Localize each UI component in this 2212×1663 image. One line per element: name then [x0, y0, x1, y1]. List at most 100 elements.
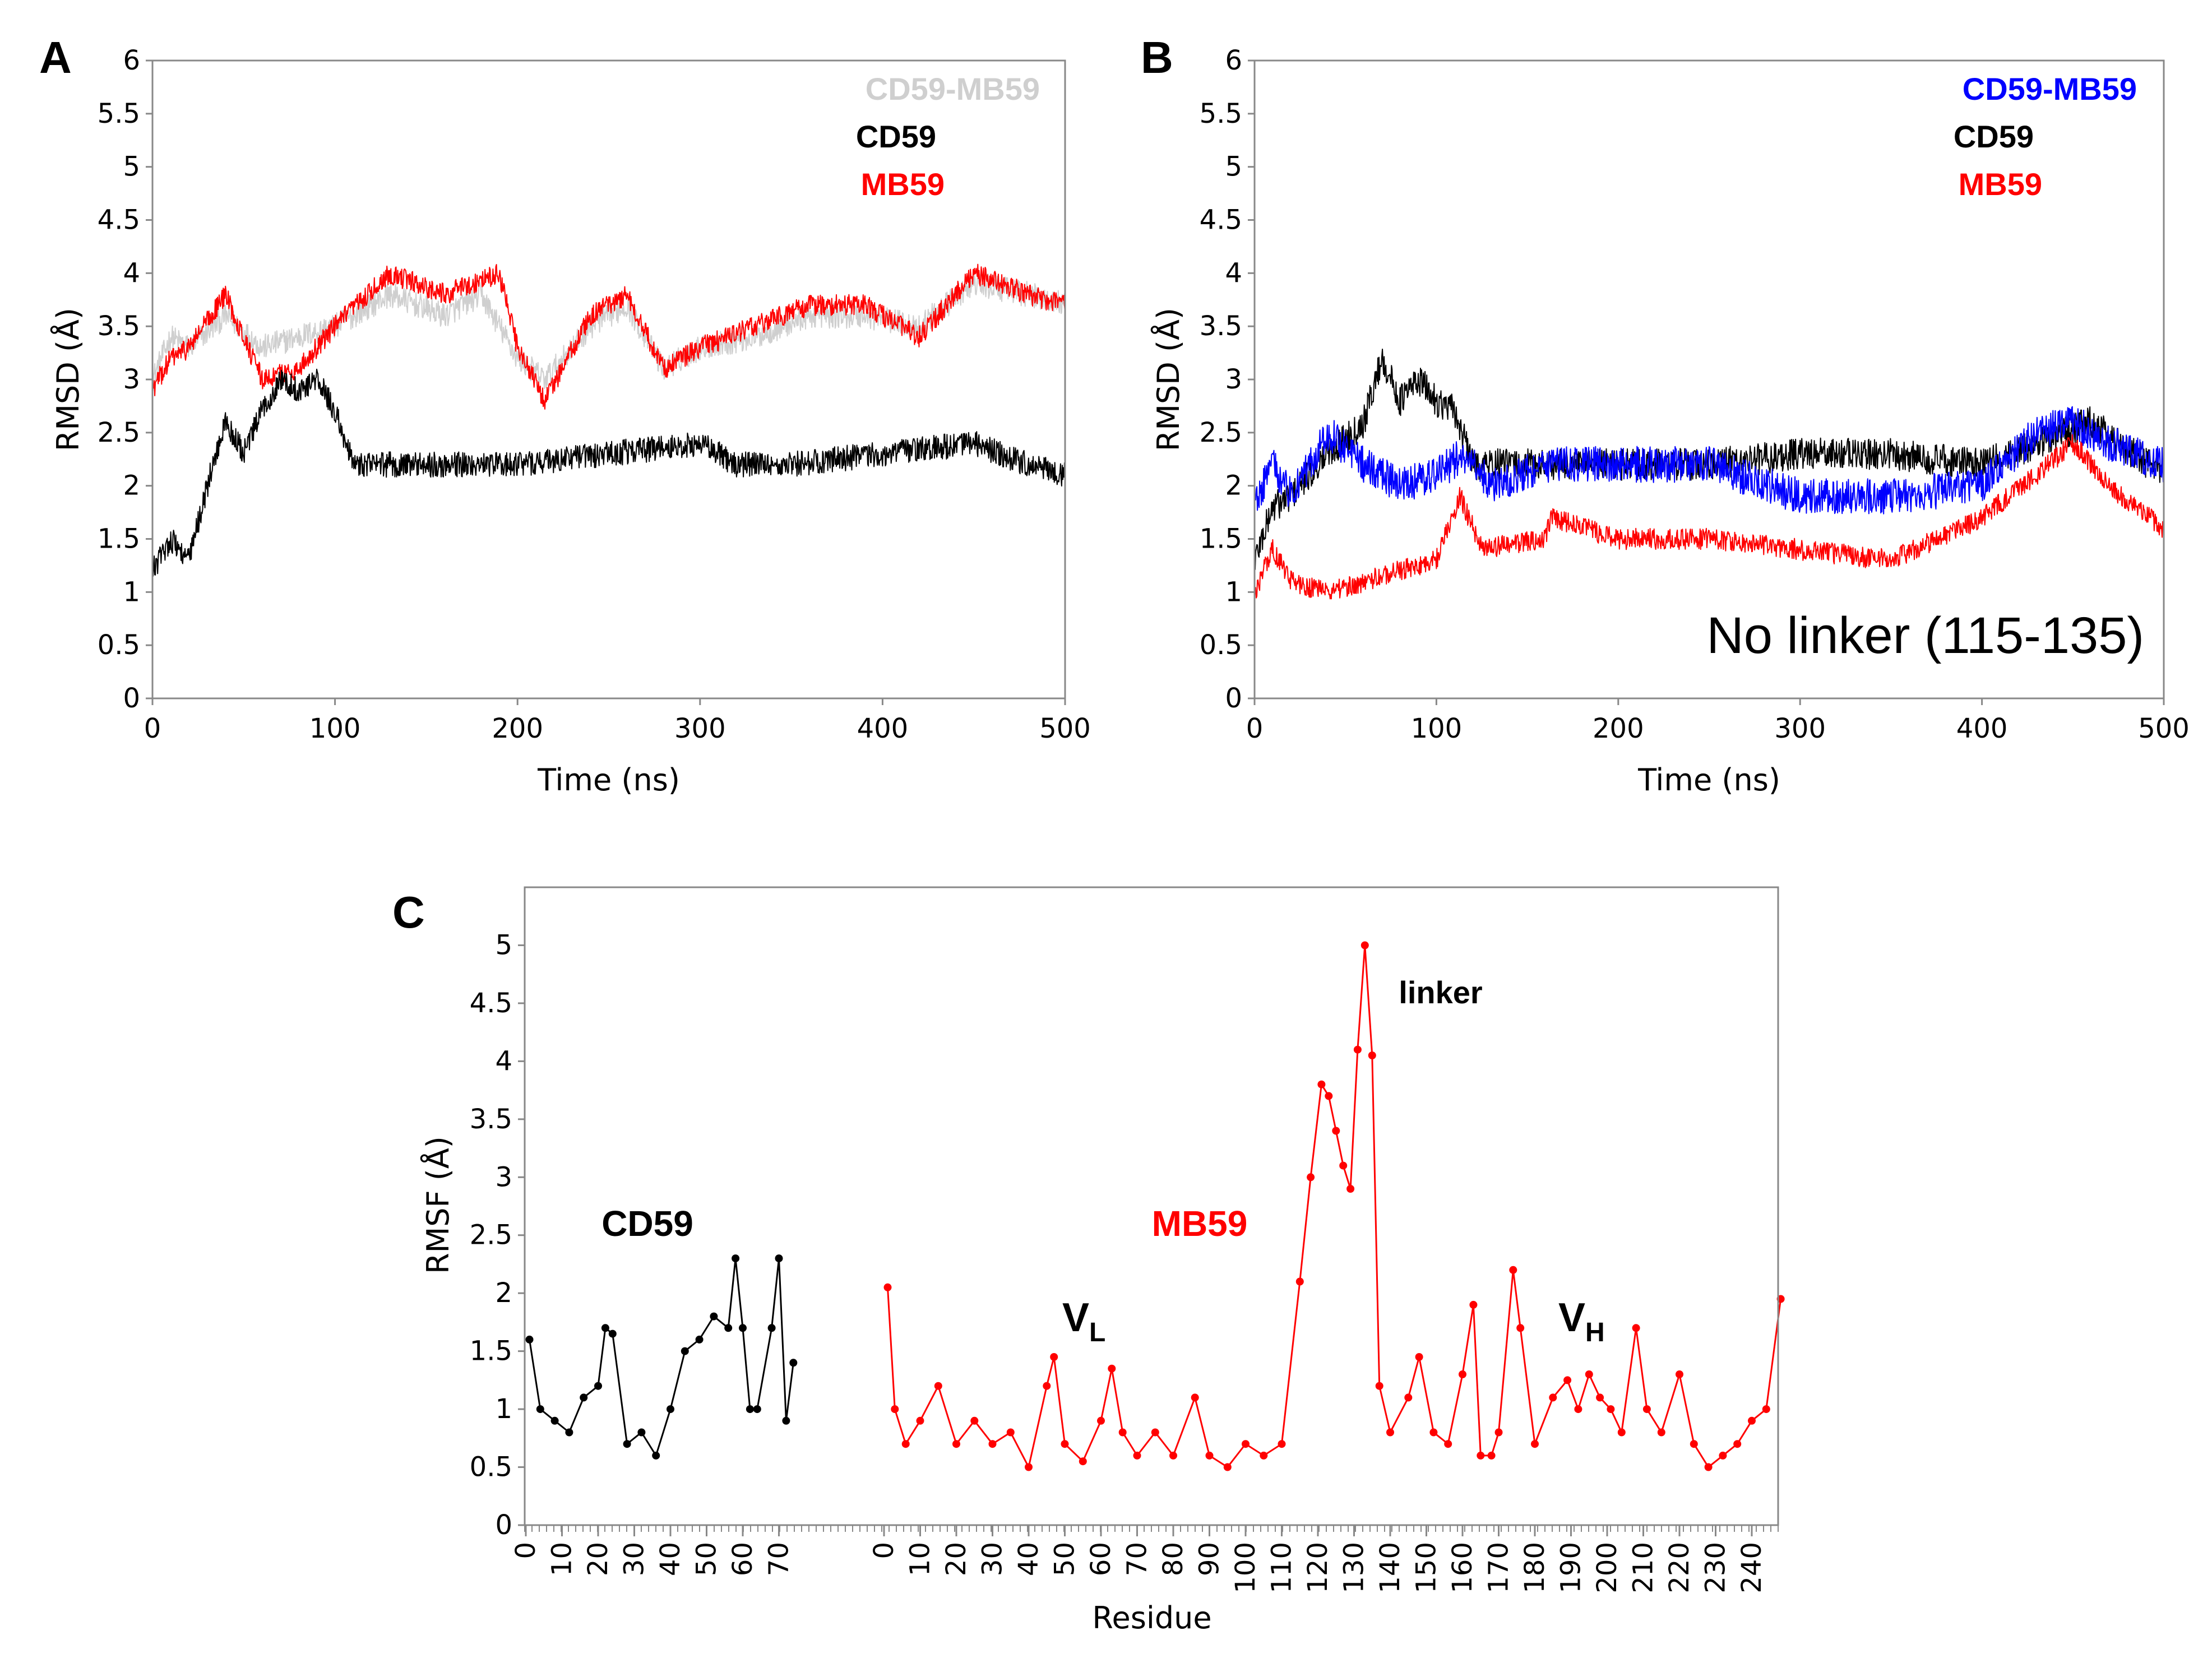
panel-b-legend-mb59: MB59 [1959, 166, 2042, 202]
data-point-mb59 [1459, 1370, 1466, 1378]
data-point-mb59 [1317, 1080, 1326, 1088]
data-point-mb59 [1444, 1440, 1452, 1448]
series-line-mb59 [1254, 434, 2164, 600]
x-tick-label: 110 [1266, 1542, 1298, 1593]
x-tick-label: 100 [309, 713, 361, 744]
x-tick-label: 300 [674, 713, 726, 744]
panel-c-label-vl: VL [1062, 1295, 1105, 1347]
panel-b-letter: B [1141, 33, 1173, 82]
data-point-mb59 [1487, 1451, 1496, 1460]
panel-c-label-vl-main: V [1062, 1295, 1089, 1340]
data-point-cd59 [695, 1335, 704, 1344]
data-point-mb59 [1516, 1324, 1525, 1332]
panel-c-label-linker: linker [1399, 975, 1482, 1010]
data-point-mb59 [1748, 1416, 1756, 1425]
x-tick-label: 200 [1591, 1542, 1623, 1593]
panel-c-frame [524, 886, 1779, 1526]
panel-b-x-ticks: 0 100 200 300 400 500 [1246, 698, 2190, 744]
y-tick-label: 6 [123, 45, 140, 76]
data-point-cd59 [637, 1428, 646, 1437]
x-tick-label: 150 [1411, 1542, 1442, 1593]
data-point-cd59 [536, 1405, 544, 1414]
data-point-mb59 [1531, 1440, 1539, 1448]
y-tick-label: 1.5 [98, 524, 140, 555]
data-point-mb59 [1133, 1451, 1141, 1460]
y-tick-label: 2 [495, 1277, 512, 1309]
data-point-mb59 [1690, 1440, 1698, 1448]
x-tick-label: 210 [1628, 1542, 1659, 1593]
data-point-mb59 [1025, 1463, 1033, 1471]
y-tick-label: 1.5 [1200, 524, 1242, 555]
panel-b-legend-cd59-mb59: CD59-MB59 [1963, 71, 2137, 106]
y-tick-label: 4 [1225, 257, 1242, 289]
panel-a: A 0 0.5 1 1.5 2 2.5 3 3.5 4 4.5 5 5.5 6 0 100 200 300 40… [39, 33, 1091, 798]
data-point-cd59 [724, 1324, 733, 1332]
series-line-mb59 [152, 263, 1066, 410]
data-point-mb59 [1346, 1185, 1355, 1193]
panel-c-minor-ticks [524, 1525, 1779, 1532]
data-point-mb59 [1585, 1370, 1593, 1378]
panel-a-series [152, 263, 1066, 577]
x-tick-label: 220 [1664, 1542, 1695, 1593]
panel-c-series [525, 941, 1785, 1471]
x-tick-label: 240 [1736, 1542, 1767, 1593]
series-line-cd59 [152, 368, 1066, 577]
data-point-mb59 [1563, 1376, 1572, 1384]
panel-c-y-axis-title: RMSF (Å) [420, 1136, 456, 1274]
panel-a-legend-mb59: MB59 [861, 166, 945, 202]
panel-a-frame [151, 59, 1066, 700]
series-line-cd59 [529, 1258, 794, 1458]
data-point-mb59 [1469, 1300, 1478, 1309]
x-tick-label: 190 [1556, 1542, 1587, 1593]
data-point-cd59 [775, 1254, 783, 1263]
panel-b-x-axis-title: Time (ns) [1637, 762, 1780, 798]
data-point-mb59 [1429, 1428, 1438, 1437]
y-tick-label: 3.5 [1200, 311, 1242, 342]
x-tick-label: 140 [1375, 1542, 1406, 1593]
x-tick-label: 50 [691, 1542, 723, 1576]
y-tick-label: 4 [495, 1045, 512, 1077]
y-tick-label: 5.5 [98, 98, 140, 129]
y-tick-label: 5 [123, 151, 140, 183]
y-tick-label: 6 [1225, 45, 1242, 76]
panel-c-label-vh-sub: H [1585, 1318, 1605, 1347]
data-point-mb59 [901, 1440, 910, 1448]
panel-c: C 00.511.522.533.544.55 0 10 20 30 40 50 60 70 0… [392, 886, 1785, 1636]
data-point-mb59 [952, 1440, 960, 1448]
panel-b-annotation: No linker (115-135) [1706, 607, 2144, 664]
panel-a-letter: A [39, 33, 72, 82]
x-tick-label: 40 [1013, 1542, 1044, 1576]
x-tick-label: 130 [1339, 1542, 1370, 1593]
panel-a-legend-cd59-mb59: CD59-MB59 [866, 71, 1040, 106]
x-tick-label: 60 [727, 1542, 758, 1576]
data-point-mb59 [1676, 1370, 1683, 1378]
data-point-mb59 [1596, 1393, 1604, 1402]
y-tick-label: 0.5 [470, 1452, 512, 1483]
data-point-mb59 [1607, 1405, 1615, 1414]
data-point-mb59 [1353, 1045, 1362, 1054]
data-point-mb59 [1574, 1405, 1582, 1414]
panel-c-label-mb59: MB59 [1152, 1203, 1248, 1244]
data-point-cd59 [753, 1405, 761, 1414]
data-point-mb59 [1307, 1173, 1315, 1182]
x-tick-label: 400 [1956, 713, 2008, 744]
data-point-mb59 [1404, 1393, 1413, 1402]
data-point-mb59 [1295, 1277, 1304, 1286]
x-tick-label: 170 [1483, 1542, 1515, 1593]
x-tick-label: 30 [977, 1542, 1008, 1576]
x-tick-label: 180 [1519, 1542, 1551, 1593]
panel-a-y-axis-title: RMSD (Å) [50, 308, 86, 451]
x-tick-label: 0 [144, 713, 161, 744]
y-tick-label: 3 [1225, 364, 1242, 395]
y-tick-label: 2.5 [1200, 417, 1242, 448]
data-point-mb59 [883, 1283, 892, 1291]
panel-b-y-axis-title: RMSD (Å) [1150, 308, 1186, 451]
series-line-mb59 [887, 945, 1782, 1470]
y-tick-label: 4.5 [470, 988, 512, 1019]
panel-c-letter: C [392, 887, 425, 937]
data-point-cd59 [565, 1428, 573, 1437]
data-point-mb59 [934, 1382, 942, 1390]
x-tick-label: 10 [905, 1542, 936, 1576]
y-tick-label: 0 [123, 683, 140, 714]
